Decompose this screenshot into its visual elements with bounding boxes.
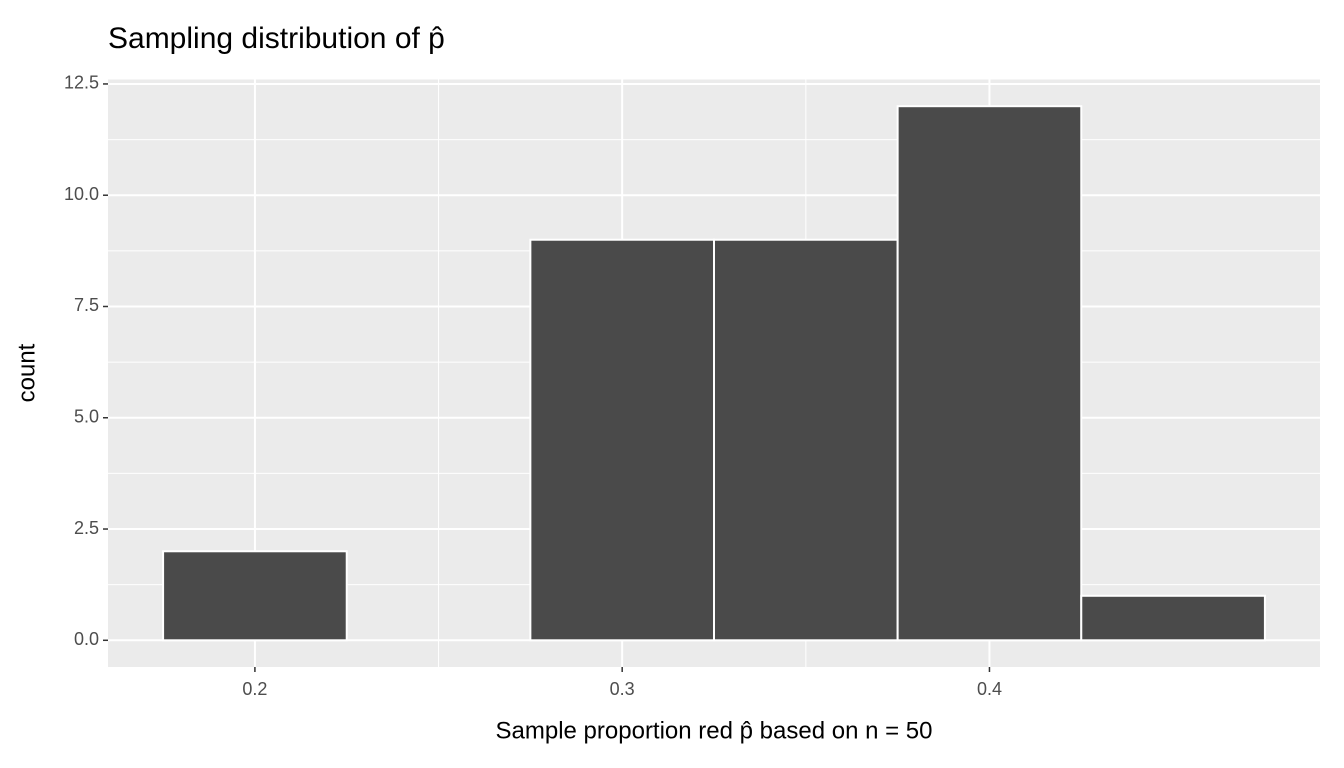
bar <box>1080 594 1266 642</box>
bar <box>713 238 899 642</box>
y-axis-title: count <box>13 343 40 402</box>
x-tick-label: 0.3 <box>610 679 635 699</box>
y-tick-label: 0.0 <box>74 629 99 649</box>
x-tick-label: 0.4 <box>977 679 1002 699</box>
bar <box>896 105 1083 642</box>
y-tick-label: 12.5 <box>64 73 99 93</box>
bar <box>162 550 348 642</box>
bar <box>529 238 716 642</box>
chart-title: Sampling distribution of p̂ <box>108 22 445 55</box>
y-tick-label: 7.5 <box>74 295 99 315</box>
x-axis-title: Sample proportion red p̂ based on n = 50 <box>496 717 933 744</box>
y-tick-label: 10.0 <box>64 184 99 204</box>
y-tick-label: 2.5 <box>74 518 99 538</box>
y-tick-label: 5.0 <box>74 407 99 427</box>
x-tick-label: 0.2 <box>242 679 267 699</box>
